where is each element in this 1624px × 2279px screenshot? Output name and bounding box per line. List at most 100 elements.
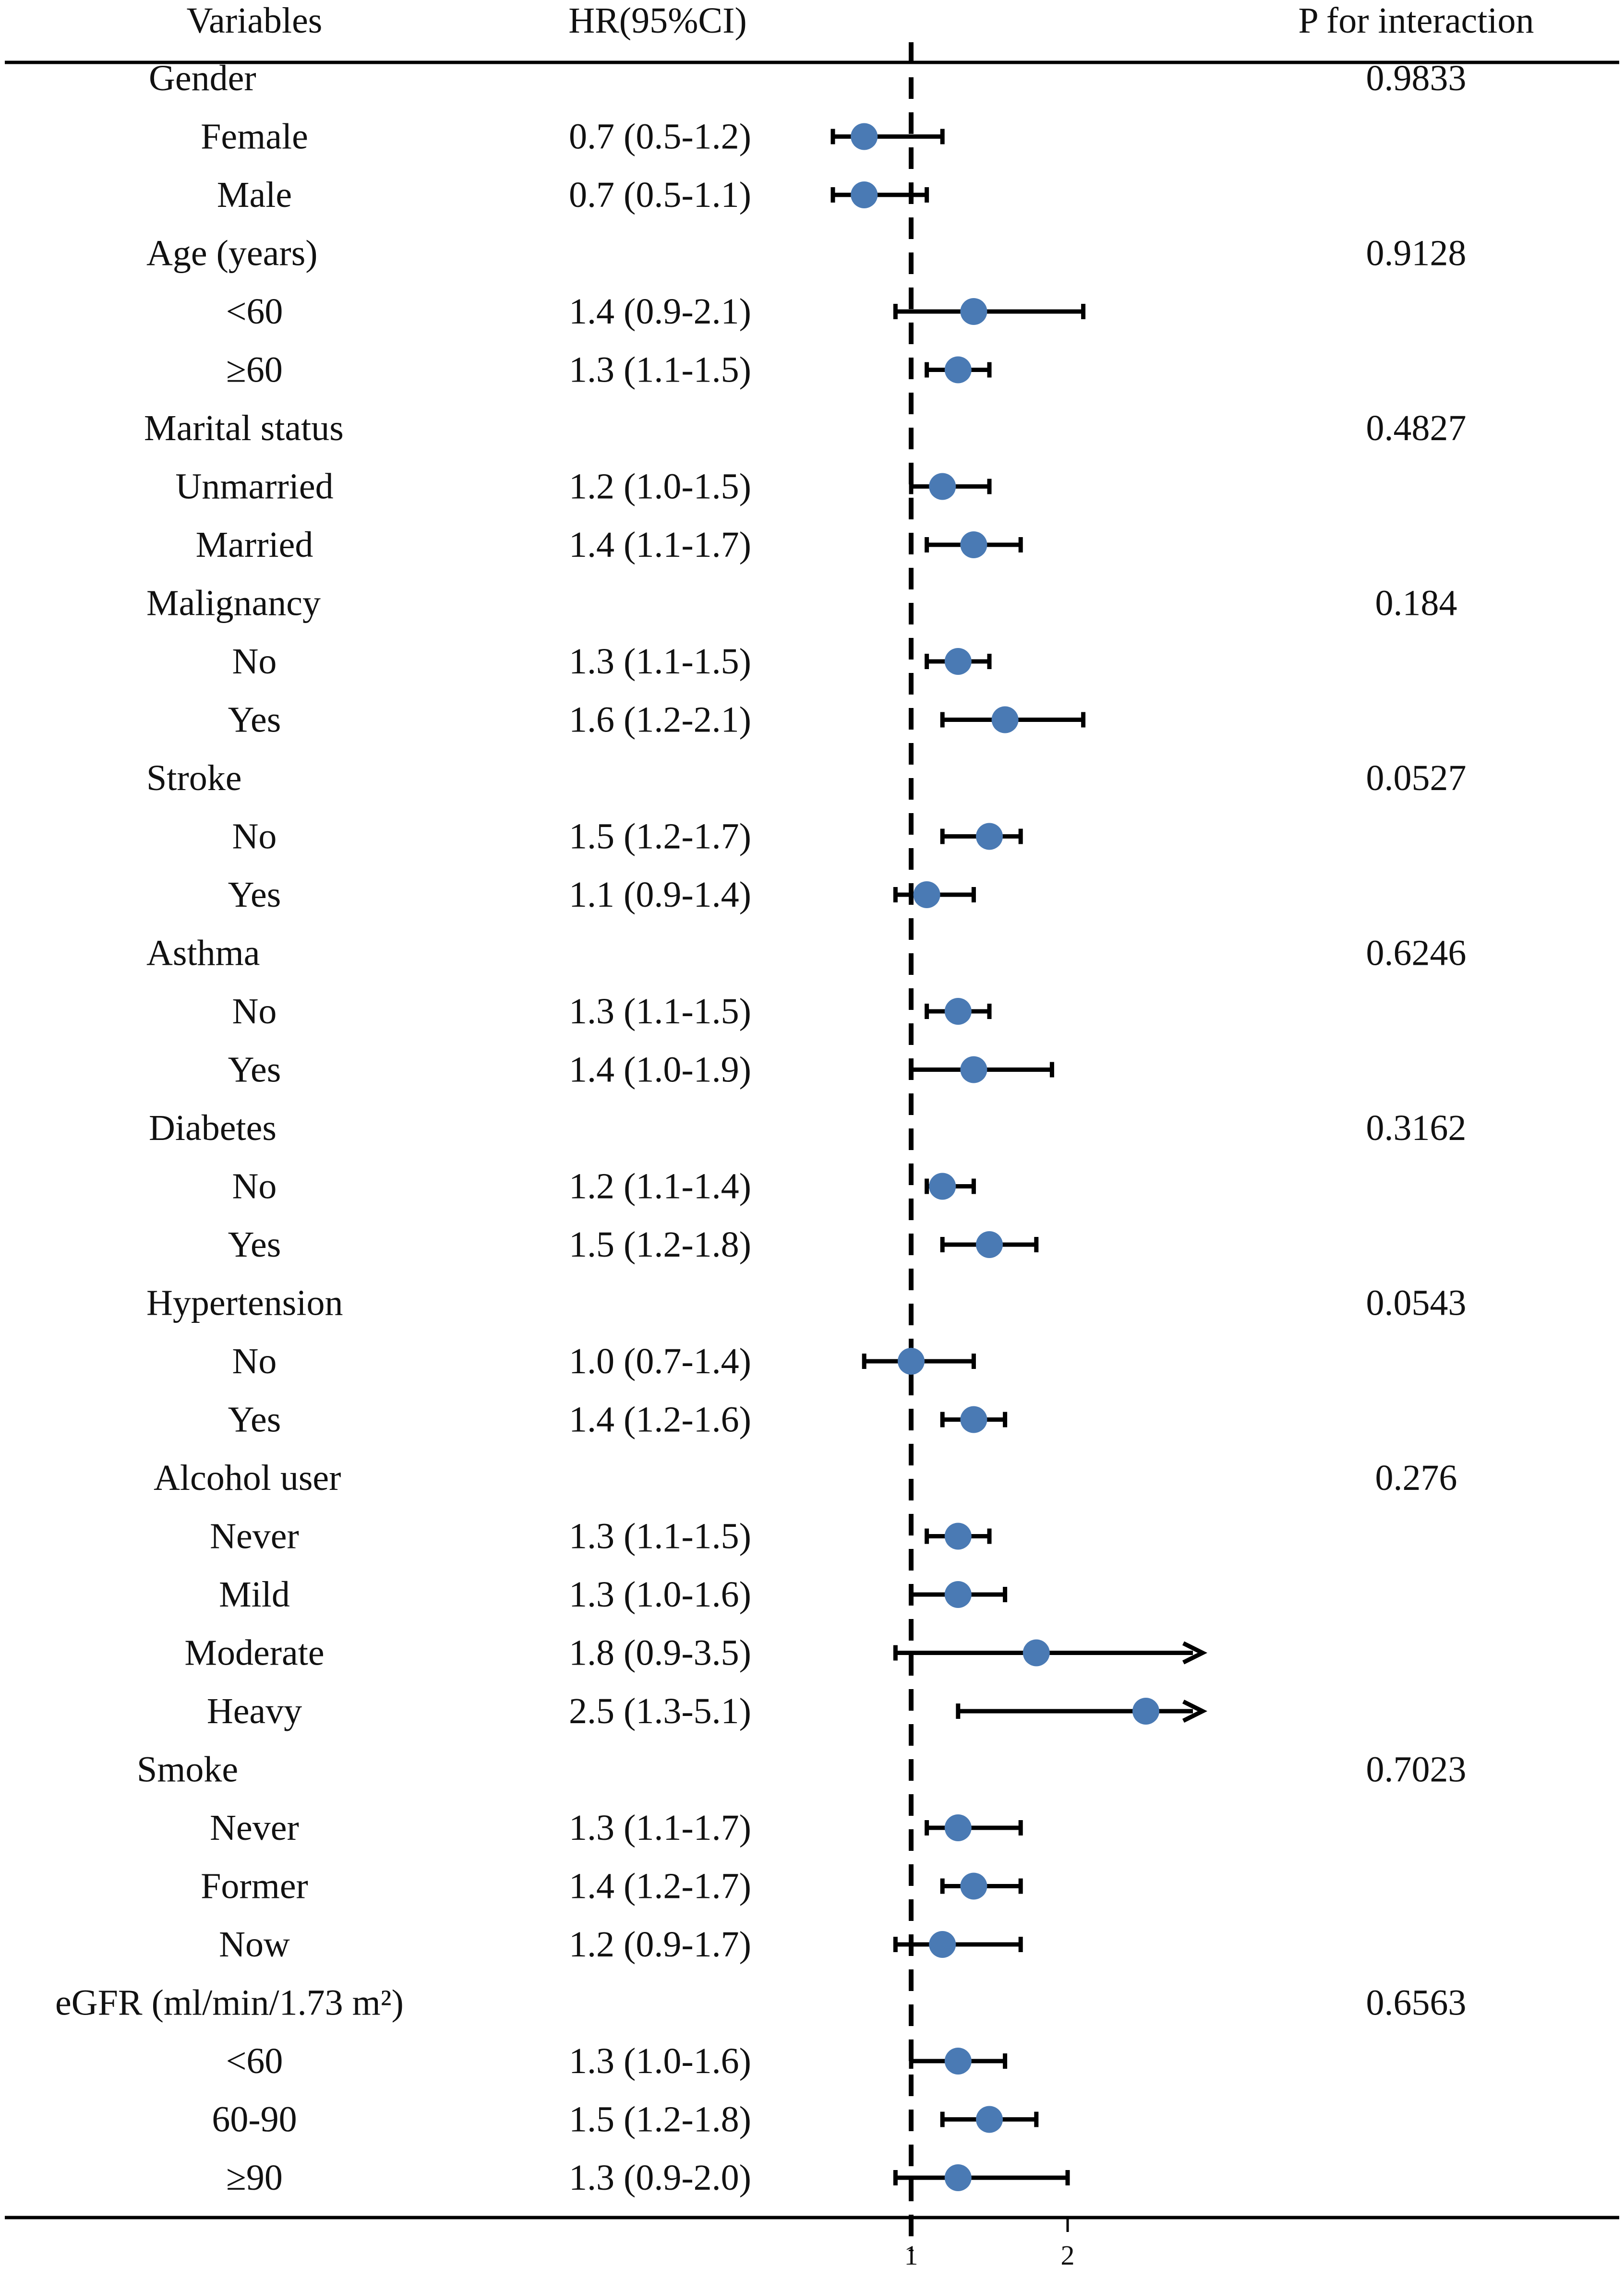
subgroup-row: ≥60 1.3 (1.1-1.5) (226, 350, 992, 390)
group-row: Alcohol user 0.276 (154, 1458, 1457, 1498)
subgroup-row: Mild 1.3 (1.0-1.6) (219, 1574, 1008, 1615)
hr-point (960, 1406, 987, 1433)
hr-ci-text: 1.4 (1.2-1.7) (569, 1866, 751, 1907)
group-label: Hypertension (146, 1283, 343, 1323)
hr-ci-text: 1.2 (1.0-1.5) (569, 467, 751, 507)
hr-point (929, 1173, 956, 1200)
group-label: Malignancy (146, 583, 321, 624)
subgroup-label: Yes (228, 1224, 281, 1265)
p-value: 0.0527 (1366, 758, 1467, 798)
ci-arrow (1182, 1699, 1208, 1723)
subgroup-label: ≥90 (226, 2158, 283, 2198)
subgroup-label: Married (196, 525, 313, 565)
subgroup-row: Former 1.4 (1.2-1.7) (201, 1866, 1023, 1907)
hr-point (851, 181, 878, 208)
hr-point (960, 1056, 987, 1083)
hr-ci-text: 1.3 (1.1-1.7) (569, 1808, 751, 1848)
group-row: Gender 0.9833 (149, 58, 1467, 98)
hr-ci-text: 1.4 (1.1-1.7) (569, 525, 751, 565)
header-variables: Variables (187, 0, 323, 41)
hr-ci-text: 1.3 (1.1-1.5) (569, 641, 751, 682)
subgroup-label: Yes (228, 1400, 281, 1440)
rows: Gender 0.9833 Female 0.7 (0.5-1.2) Male 0.7 (… (55, 58, 1467, 2198)
hr-ci-text: 1.3 (1.1-1.5) (569, 1516, 751, 1557)
subgroup-row: No 1.2 (1.1-1.4) (232, 1166, 976, 1207)
subgroup-row: 60-90 1.5 (1.2-1.8) (212, 2099, 1039, 2140)
hr-ci-text: 1.3 (1.0-1.6) (569, 2041, 751, 2081)
subgroup-row: Married 1.4 (1.1-1.7) (196, 525, 1023, 565)
hr-point (1023, 1639, 1050, 1667)
p-value: 0.9833 (1366, 58, 1467, 98)
hr-ci-text: 1.3 (1.1-1.5) (569, 350, 751, 390)
subgroup-label: Yes (228, 1050, 281, 1090)
subgroup-label: No (232, 991, 277, 1032)
hr-point (944, 1523, 972, 1550)
hr-ci-text: 1.3 (0.9-2.0) (569, 2158, 751, 2198)
group-row: Marital status 0.4827 (144, 408, 1467, 448)
hr-point (944, 1581, 972, 1608)
subgroup-row: Now 1.2 (0.9-1.7) (219, 1924, 1023, 1965)
header-p-interaction: P for interaction (1298, 0, 1534, 41)
hr-ci-text: 1.4 (0.9-2.1) (569, 291, 751, 332)
hr-point (991, 706, 1019, 733)
subgroup-row: Male 0.7 (0.5-1.1) (217, 175, 929, 215)
group-row: Age (years) 0.9128 (146, 233, 1467, 274)
hr-point (898, 1348, 925, 1375)
group-label: Gender (149, 58, 256, 98)
group-row: Hypertension 0.0543 (146, 1283, 1467, 1323)
hr-ci-text: 1.3 (1.0-1.6) (569, 1574, 751, 1615)
subgroup-label: Never (210, 1808, 299, 1848)
group-row: Diabetes 0.3162 (149, 1108, 1467, 1148)
group-row: Smoke 0.7023 (137, 1750, 1467, 1790)
subgroup-row: Female 0.7 (0.5-1.2) (201, 117, 945, 157)
subgroup-label: Mild (219, 1574, 290, 1615)
p-value: 0.9128 (1366, 233, 1467, 274)
subgroup-row: Unmarried 1.2 (1.0-1.5) (175, 467, 992, 507)
hr-point (960, 1872, 987, 1900)
subgroup-label: <60 (226, 291, 283, 332)
subgroup-label: Never (210, 1516, 299, 1557)
subgroup-label: Now (219, 1924, 290, 1965)
hr-ci-text: 1.5 (1.2-1.8) (569, 1224, 751, 1265)
p-value: 0.0543 (1366, 1283, 1467, 1323)
group-label: Alcohol user (154, 1458, 341, 1498)
hr-point (976, 2106, 1003, 2133)
header-row: Variables HR(95%CI) P for interaction (187, 0, 1534, 41)
subgroup-label: Unmarried (175, 467, 333, 507)
group-label: Stroke (146, 758, 241, 798)
subgroup-row: Yes 1.5 (1.2-1.8) (228, 1224, 1039, 1265)
subgroup-row: Never 1.3 (1.1-1.5) (210, 1516, 992, 1557)
hr-point (960, 531, 987, 558)
subgroup-row: <60 1.3 (1.0-1.6) (226, 2041, 1008, 2081)
group-row: Stroke 0.0527 (146, 758, 1467, 798)
hr-point (913, 881, 940, 908)
subgroup-label: 60-90 (212, 2099, 297, 2140)
subgroup-label: No (232, 1341, 277, 1381)
hr-point (944, 998, 972, 1025)
group-label: Marital status (144, 408, 344, 448)
hr-point (944, 356, 972, 384)
subgroup-row: Heavy 2.5 (1.3-5.1) (207, 1691, 1208, 1731)
hr-point (976, 823, 1003, 850)
subgroup-label: <60 (226, 2041, 283, 2081)
subgroup-row: No 1.0 (0.7-1.4) (232, 1341, 976, 1381)
subgroup-label: Moderate (184, 1633, 324, 1673)
subgroup-row: Yes 1.4 (1.2-1.6) (228, 1400, 1008, 1440)
hr-ci-text: 1.2 (1.1-1.4) (569, 1166, 751, 1207)
hr-point (1132, 1698, 1159, 1725)
group-label: Asthma (146, 933, 260, 973)
subgroup-label: Heavy (207, 1691, 302, 1731)
subgroup-label: Male (217, 175, 292, 215)
hr-point (944, 648, 972, 675)
p-value: 0.6563 (1366, 1983, 1467, 2023)
hr-ci-text: 1.0 (0.7-1.4) (569, 1341, 751, 1381)
p-value: 0.7023 (1366, 1750, 1467, 1790)
subgroup-row: No 1.3 (1.1-1.5) (232, 991, 992, 1032)
subgroup-row: Never 1.3 (1.1-1.7) (210, 1808, 1023, 1848)
subgroup-row: Moderate 1.8 (0.9-3.5) (184, 1633, 1208, 1673)
hr-ci-text: 1.1 (0.9-1.4) (569, 875, 751, 915)
subgroup-label: No (232, 641, 277, 682)
group-row: Asthma 0.6246 (146, 933, 1467, 973)
